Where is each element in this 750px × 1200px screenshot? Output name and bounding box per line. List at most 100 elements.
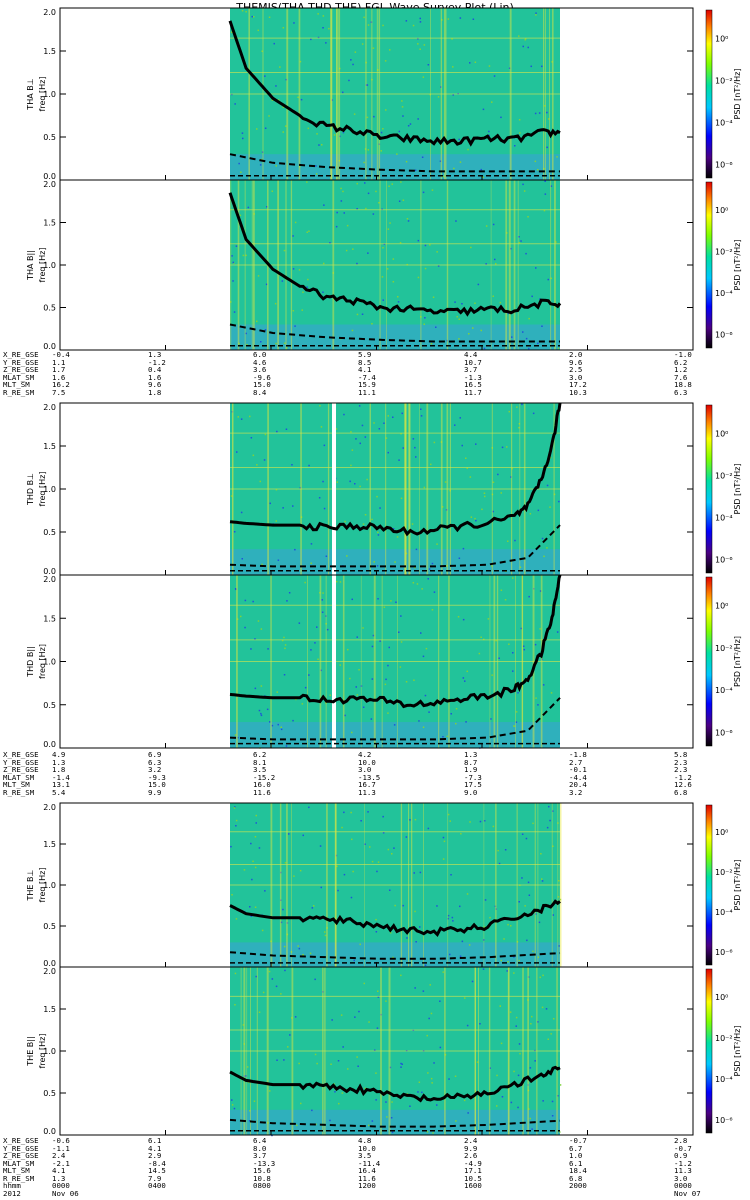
- noise-speckle: [354, 51, 357, 53]
- noise-speckle: [420, 632, 422, 634]
- noise-speckle: [232, 280, 234, 282]
- noise-speckle: [414, 987, 416, 989]
- noise-speckle: [441, 19, 443, 21]
- noise-speckle: [546, 547, 548, 549]
- noise-speckle: [254, 866, 257, 869]
- noise-speckle: [258, 1011, 261, 1013]
- noise-speckle: [382, 299, 384, 301]
- noise-speckle: [529, 1117, 531, 1120]
- noise-speckle: [234, 806, 236, 808]
- noise-speckle: [288, 833, 290, 835]
- colorbar-tick-label: 10⁻⁶: [715, 728, 733, 737]
- noise-speckle: [233, 807, 236, 809]
- noise-speckle: [488, 130, 490, 133]
- noise-speckle: [543, 555, 545, 558]
- noise-speckle: [253, 213, 255, 215]
- noise-speckle: [259, 480, 261, 483]
- noise-speckle: [491, 565, 493, 567]
- noise-speckle: [325, 42, 327, 44]
- noise-speckle: [420, 415, 423, 417]
- noise-speckle: [414, 446, 416, 449]
- noise-speckle: [323, 507, 326, 510]
- noise-speckle: [450, 713, 452, 715]
- noise-speckle: [356, 182, 358, 185]
- noise-speckle: [493, 75, 496, 77]
- noise-speckle: [364, 1087, 367, 1090]
- noise-speckle: [251, 878, 253, 881]
- electron-gyrofrequency-line: [228, 192, 562, 317]
- noise-speckle: [377, 861, 380, 863]
- y-axis-unit: freq [Hz]: [38, 868, 47, 903]
- noise-speckle: [492, 295, 494, 297]
- noise-speckle: [555, 241, 557, 243]
- noise-speckle: [367, 149, 370, 151]
- noise-speckle: [426, 1034, 428, 1037]
- y-tick-label: 0.5: [43, 1089, 56, 1098]
- ephemeris-column: 6.1 4.1 2.9 -8.4 14.5 7.9 0400: [148, 1136, 166, 1190]
- noise-speckle: [359, 442, 361, 445]
- noise-speckle: [485, 263, 487, 265]
- noise-speckle: [492, 510, 494, 513]
- noise-speckle: [558, 880, 560, 882]
- noise-speckle: [275, 520, 277, 522]
- noise-speckle: [433, 441, 436, 444]
- noise-speckle: [409, 123, 412, 125]
- ephemeris-column: 4.2 10.0 3.0 -13.5 16.7 11.3: [358, 750, 381, 797]
- noise-speckle: [411, 523, 414, 525]
- colorbar: [705, 181, 713, 349]
- noise-speckle: [537, 509, 540, 512]
- noise-speckle: [527, 46, 529, 49]
- noise-speckle: [322, 480, 324, 483]
- noise-speckle: [347, 648, 349, 651]
- noise-speckle: [298, 269, 301, 271]
- noise-speckle: [310, 562, 312, 564]
- noise-speckle: [441, 506, 444, 508]
- noise-speckle: [298, 622, 301, 624]
- noise-speckle: [547, 1038, 549, 1040]
- noise-speckle: [314, 1053, 317, 1056]
- noise-speckle: [308, 674, 310, 676]
- noise-speckle: [338, 1102, 340, 1105]
- noise-speckle: [518, 426, 520, 429]
- noise-speckle: [342, 1046, 344, 1048]
- noise-speckle: [233, 311, 236, 313]
- noise-speckle: [482, 176, 484, 178]
- noise-speckle: [402, 115, 404, 117]
- data-gap: [332, 403, 336, 575]
- noise-speckle: [233, 531, 236, 533]
- electron-gyrofrequency-line: [229, 1065, 561, 1103]
- noise-speckle: [364, 148, 367, 150]
- noise-speckle: [233, 1107, 236, 1110]
- ephemeris-column: 1.3 -1.2 0.4 1.6 9.6 1.8: [148, 350, 166, 397]
- noise-speckle: [288, 592, 291, 594]
- noise-speckle: [463, 1099, 466, 1102]
- noise-speckle: [363, 161, 365, 164]
- noise-speckle: [436, 543, 438, 545]
- noise-speckle: [398, 130, 401, 133]
- noise-speckle: [241, 132, 244, 134]
- noise-speckle: [382, 247, 384, 249]
- noise-speckle: [357, 1065, 359, 1067]
- y-tick-label: 1.5: [43, 47, 56, 56]
- noise-speckle: [542, 974, 544, 977]
- y-tick-label: 0.5: [43, 701, 56, 710]
- noise-speckle: [267, 648, 269, 650]
- noise-speckle: [382, 128, 384, 130]
- noise-speckle: [499, 301, 502, 304]
- noise-speckle: [376, 1027, 379, 1029]
- noise-speckle: [379, 640, 381, 642]
- noise-speckle: [373, 561, 375, 563]
- noise-speckle: [232, 261, 235, 264]
- noise-speckle: [243, 1075, 246, 1077]
- noise-speckle: [284, 969, 286, 972]
- noise-speckle: [421, 1091, 423, 1094]
- noise-speckle: [323, 204, 325, 206]
- noise-speckle: [480, 636, 482, 638]
- noise-speckle: [353, 113, 356, 115]
- noise-speckle: [544, 180, 546, 182]
- noise-speckle: [462, 618, 465, 621]
- noise-speckle: [497, 473, 499, 476]
- noise-speckle: [461, 940, 464, 943]
- y-tick-label: 0.0: [43, 567, 56, 576]
